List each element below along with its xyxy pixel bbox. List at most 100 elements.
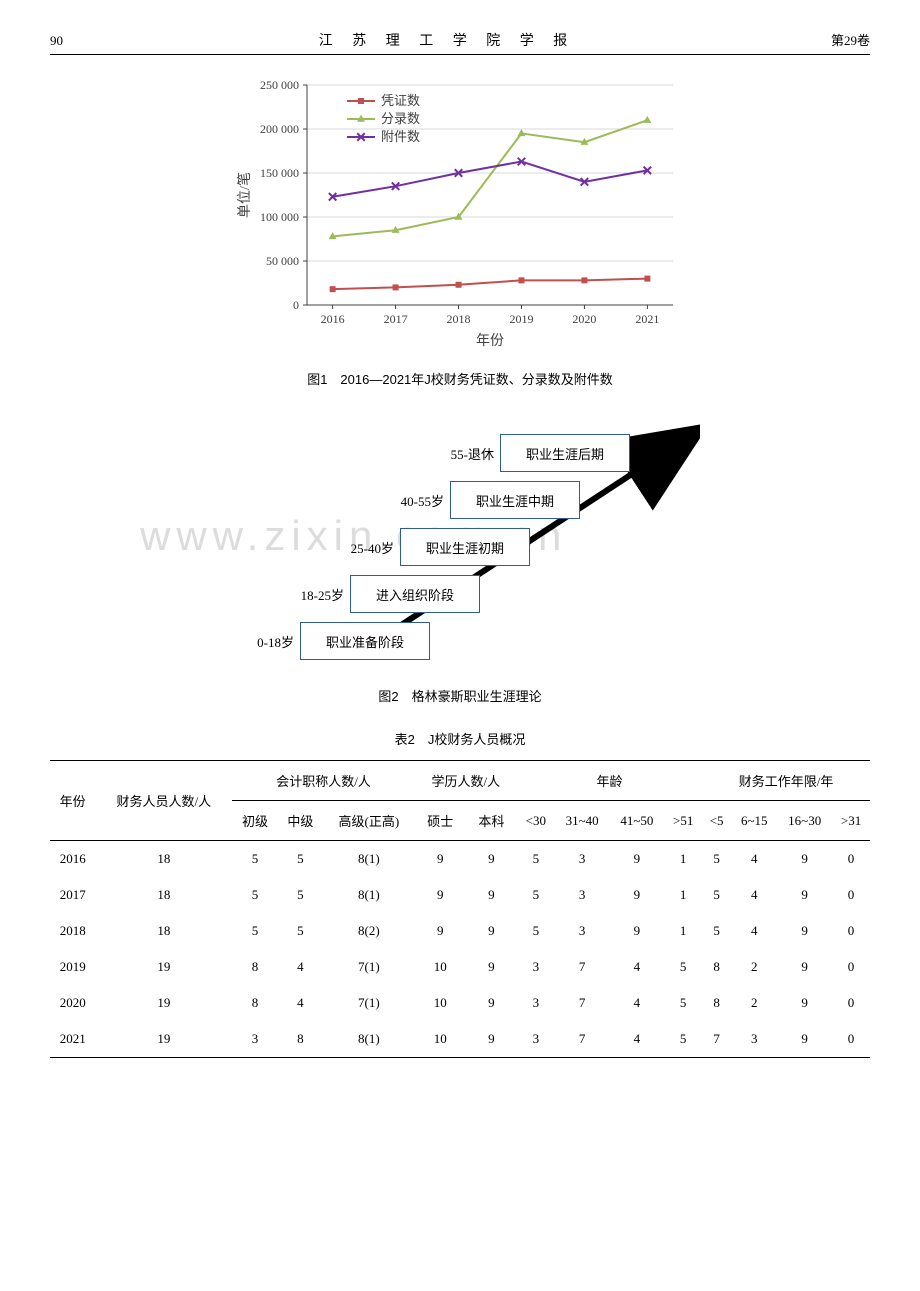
col-sub: <30 (517, 801, 555, 841)
stair-box: 职业准备阶段 (300, 622, 430, 660)
cell: 18 (95, 913, 232, 949)
cell: 5 (664, 1021, 702, 1058)
col-group: 财务工作年限/年 (702, 761, 870, 801)
cell: 1 (664, 841, 702, 878)
cell: 9 (777, 841, 832, 878)
cell: 5 (278, 913, 323, 949)
cell: 5 (278, 877, 323, 913)
cell: 4 (731, 877, 777, 913)
svg-text:分录数: 分录数 (381, 111, 420, 126)
cell: 9 (466, 949, 517, 985)
cell: 2019 (50, 949, 95, 985)
cell: 5 (664, 949, 702, 985)
cell: 9 (466, 985, 517, 1021)
cell: 0 (832, 985, 870, 1021)
cell: 9 (777, 949, 832, 985)
cell: 3 (517, 985, 555, 1021)
cell: 1 (664, 877, 702, 913)
table2-caption: 表2 J校财务人员概况 (50, 729, 870, 748)
table-row: 202119388(1)10937457390 (50, 1021, 870, 1058)
table-row: 202019847(1)10937458290 (50, 985, 870, 1021)
cell: 7 (555, 949, 610, 985)
cell: 9 (466, 1021, 517, 1058)
col-sub: 31~40 (555, 801, 610, 841)
cell: 7(1) (323, 985, 415, 1021)
col-group: 年份 (50, 761, 95, 841)
cell: 5 (664, 985, 702, 1021)
cell: 9 (466, 841, 517, 878)
svg-text:单位/笔: 单位/笔 (237, 172, 253, 218)
cell: 10 (415, 985, 466, 1021)
col-sub: 16~30 (777, 801, 832, 841)
cell: 5 (517, 913, 555, 949)
svg-text:年份: 年份 (476, 333, 504, 349)
cell: 5 (702, 841, 731, 878)
svg-text:2016: 2016 (321, 312, 345, 326)
svg-text:2021: 2021 (635, 312, 659, 326)
cell: 9 (415, 913, 466, 949)
cell: 2020 (50, 985, 95, 1021)
figure1-container: 050 000100 000150 000200 000250 00020162… (235, 75, 685, 355)
svg-text:附件数: 附件数 (381, 129, 420, 144)
cell: 4 (278, 985, 323, 1021)
svg-text:2017: 2017 (384, 312, 408, 326)
svg-text:凭证数: 凭证数 (381, 93, 420, 108)
col-group: 年龄 (517, 761, 702, 801)
col-sub: 中级 (278, 801, 323, 841)
page-header: 90 江 苏 理 工 学 院 学 报 第29卷 (50, 30, 870, 55)
stair-age-label: 25-40岁 (330, 538, 394, 557)
cell: 3 (517, 1021, 555, 1058)
cell: 7 (702, 1021, 731, 1058)
cell: 1 (664, 913, 702, 949)
stair-age-label: 0-18岁 (230, 632, 294, 651)
cell: 4 (609, 1021, 664, 1058)
cell: 2016 (50, 841, 95, 878)
stair-box: 职业生涯初期 (400, 528, 530, 566)
svg-text:2020: 2020 (572, 312, 596, 326)
data-table: 年份财务人员人数/人会计职称人数/人学历人数/人年龄财务工作年限/年初级中级高级… (50, 760, 870, 1058)
cell: 0 (832, 877, 870, 913)
stair-age-label: 40-55岁 (380, 491, 444, 510)
cell: 19 (95, 985, 232, 1021)
table-row: 201718558(1)9953915490 (50, 877, 870, 913)
table-row: 201919847(1)10937458290 (50, 949, 870, 985)
svg-text:200 000: 200 000 (260, 122, 299, 136)
cell: 7 (555, 1021, 610, 1058)
stair-box: 进入组织阶段 (350, 575, 480, 613)
col-sub: 本科 (466, 801, 517, 841)
line-chart: 050 000100 000150 000200 000250 00020162… (235, 75, 685, 355)
cell: 2 (731, 949, 777, 985)
cell: 4 (278, 949, 323, 985)
page-number: 90 (50, 33, 63, 49)
cell: 3 (232, 1021, 277, 1058)
cell: 3 (517, 949, 555, 985)
cell: 5 (278, 841, 323, 878)
col-group: 学历人数/人 (415, 761, 517, 801)
cell: 9 (609, 841, 664, 878)
cell: 5 (232, 841, 277, 878)
cell: 8 (232, 985, 277, 1021)
cell: 9 (777, 985, 832, 1021)
col-sub: >31 (832, 801, 870, 841)
cell: 3 (555, 913, 610, 949)
svg-text:0: 0 (293, 298, 299, 312)
cell: 9 (415, 841, 466, 878)
cell: 9 (466, 877, 517, 913)
journal-title: 江 苏 理 工 学 院 学 报 (63, 30, 831, 50)
svg-text:100 000: 100 000 (260, 210, 299, 224)
cell: 0 (832, 913, 870, 949)
cell: 4 (609, 949, 664, 985)
cell: 19 (95, 949, 232, 985)
cell: 5 (232, 913, 277, 949)
cell: 8 (232, 949, 277, 985)
volume-label: 第29卷 (831, 30, 870, 49)
cell: 10 (415, 1021, 466, 1058)
col-sub: <5 (702, 801, 731, 841)
cell: 3 (731, 1021, 777, 1058)
cell: 8(1) (323, 841, 415, 878)
cell: 0 (832, 1021, 870, 1058)
cell: 5 (702, 913, 731, 949)
cell: 8(1) (323, 877, 415, 913)
cell: 9 (777, 1021, 832, 1058)
cell: 2017 (50, 877, 95, 913)
